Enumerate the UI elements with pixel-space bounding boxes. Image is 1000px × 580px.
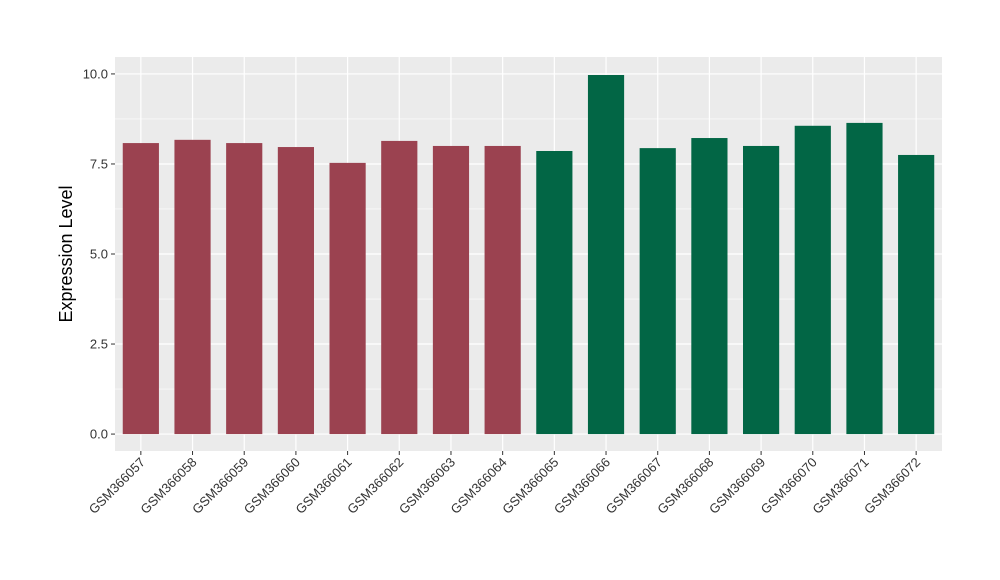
y-tick-label: 7.5: [90, 156, 108, 171]
y-axis-label: Expression Level: [56, 185, 76, 322]
bar-GSM366069: [743, 145, 780, 435]
bar-GSM366065: [536, 150, 573, 435]
bar-GSM366058: [174, 139, 211, 435]
bar-GSM366064: [484, 145, 521, 435]
bar-GSM366072: [898, 154, 935, 435]
y-tick-label: 2.5: [90, 337, 108, 352]
bar-GSM366067: [639, 148, 676, 435]
bar-GSM366057: [122, 143, 159, 435]
bar-GSM366070: [794, 125, 831, 435]
y-tick-label: 10.0: [83, 66, 108, 81]
x-tick-label: GSM366072: [861, 455, 923, 517]
bar-GSM366066: [587, 75, 625, 435]
bars: [122, 75, 935, 435]
y-axis: 0.0 2.5 5.0 7.5 10.0: [83, 66, 115, 442]
y-tick-label: 5.0: [90, 247, 108, 262]
bar-GSM366059: [226, 143, 263, 435]
bar-GSM366071: [846, 122, 883, 435]
bar-GSM366061: [329, 162, 366, 435]
x-axis: GSM366057GSM366058GSM366059GSM366060GSM3…: [86, 451, 923, 517]
bar-GSM366068: [691, 138, 728, 435]
bar-GSM366062: [381, 140, 418, 435]
bar-GSM366063: [432, 145, 470, 435]
bar-GSM366060: [277, 147, 314, 435]
y-tick-label: 0.0: [90, 427, 108, 442]
